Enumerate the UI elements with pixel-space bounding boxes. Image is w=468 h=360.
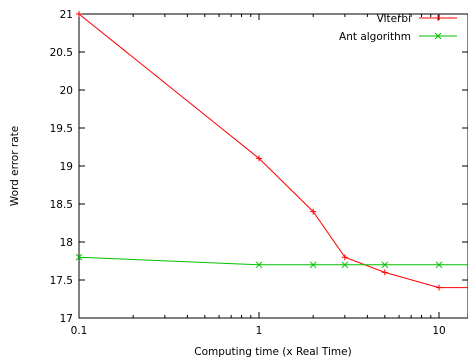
data-point-viterbi	[436, 284, 442, 291]
legend-label-ant-algorithm: Ant algorithm	[339, 31, 411, 43]
y-tick-label: 17.5	[50, 275, 73, 287]
y-tick-label: 18.5	[50, 199, 73, 211]
legend-marker-viterbi	[435, 15, 441, 21]
data-point-viterbi	[256, 155, 262, 162]
data-point-ant-algorithm	[435, 261, 443, 269]
data-point-viterbi	[310, 208, 317, 215]
y-tick-label: 19.5	[50, 123, 73, 135]
series-layer	[75, 11, 468, 291]
data-point-viterbi	[381, 269, 388, 276]
data-point-ant-algorithm	[309, 261, 317, 269]
data-point-ant-algorithm	[75, 253, 83, 261]
data-point-viterbi	[76, 11, 82, 17]
plot-frame	[78, 13, 468, 319]
x-tick-label: 1	[256, 325, 263, 337]
axis-ticks: 17 17.5 18 18.5 19 19.5 20 20.5 21 0.1 1 10	[50, 9, 468, 337]
legend-label-viterbi: Viterbi	[377, 13, 411, 25]
series-line-ant-algorithm	[78, 256, 468, 266]
y-tick-label: 21	[60, 9, 73, 21]
data-point-viterbi	[341, 254, 348, 261]
x-tick-label: 10	[432, 325, 445, 337]
data-point-ant-algorithm	[381, 261, 389, 269]
y-axis-label: Word error rate	[9, 126, 21, 206]
y-tick-label: 20	[60, 85, 73, 97]
data-point-ant-algorithm	[255, 261, 263, 269]
y-tick-label: 19	[60, 161, 73, 173]
series-viterbi	[76, 11, 468, 291]
y-tick-label: 20.5	[50, 47, 73, 59]
y-tick-label: 18	[60, 237, 73, 249]
legend-marker-ant-algorithm	[434, 32, 442, 40]
data-point-ant-algorithm	[341, 261, 349, 269]
legend: Viterbi Ant algorithm	[339, 13, 457, 43]
y-tick-label: 17	[60, 313, 73, 325]
series-line-viterbi	[78, 13, 468, 289]
x-axis-label: Computing time (x Real Time)	[194, 346, 351, 358]
x-tick-label: 0.1	[71, 325, 88, 337]
series-ant-algorithm	[75, 253, 468, 269]
